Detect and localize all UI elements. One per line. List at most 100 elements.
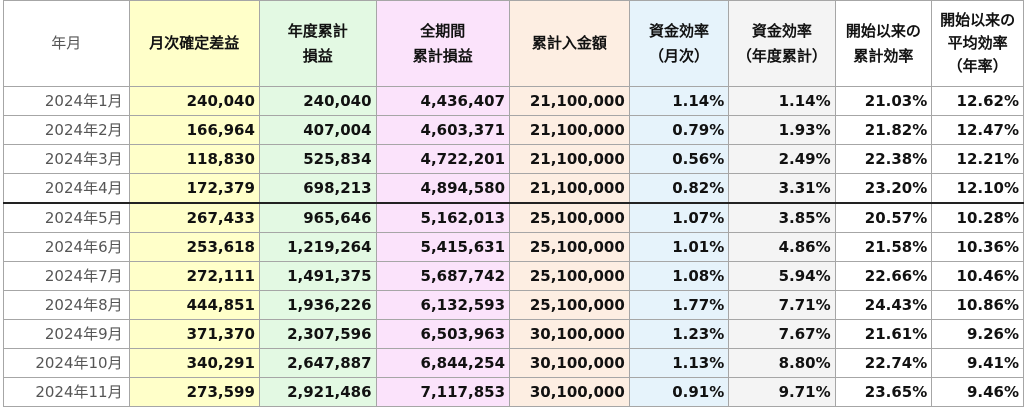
cell-avg-annual: 10.28%: [931, 202, 1024, 233]
cell-eff-cumulative: 23.20%: [834, 173, 933, 204]
cell-monthly: 371,370: [128, 319, 260, 349]
table-row: 2024年1月 240,040 240,040 4,436,407 21,100…: [3, 86, 1024, 116]
cell-deposit: 25,100,000: [509, 290, 630, 320]
header-eff-monthly: 資金効率 （月次）: [628, 0, 730, 87]
cell-eff-monthly: 0.79%: [628, 115, 730, 145]
cell-eff-cumulative: 20.57%: [834, 202, 933, 233]
header-ytd-line1: 年度累計: [287, 21, 348, 40]
cell-eff-cumulative: 21.58%: [834, 232, 933, 262]
cell-avg-annual: 12.47%: [931, 115, 1024, 145]
cell-deposit: 30,100,000: [509, 319, 630, 349]
cell-eff-ytd: 1.93%: [728, 115, 836, 145]
cell-deposit: 30,100,000: [509, 377, 630, 407]
cell-month: 2024年2月: [3, 115, 130, 145]
header-eff-cum-line2: 累計効率: [853, 46, 914, 65]
cell-month: 2024年3月: [3, 144, 130, 174]
header-month: 年月: [3, 0, 130, 87]
cell-total: 4,603,371: [375, 115, 511, 145]
cell-ytd: 1,936,226: [258, 290, 377, 320]
header-deposit: 累計入金額: [509, 0, 630, 87]
cell-eff-cumulative: 23.65%: [834, 377, 933, 407]
cell-eff-cumulative: 21.61%: [834, 319, 933, 349]
cell-total: 5,415,631: [375, 232, 511, 262]
cell-eff-monthly: 1.01%: [628, 232, 730, 262]
cell-month: 2024年10月: [3, 348, 130, 378]
cell-month: 2024年6月: [3, 232, 130, 262]
cell-ytd: 1,219,264: [258, 232, 377, 262]
cell-total: 4,436,407: [375, 86, 511, 116]
cell-monthly: 240,040: [128, 86, 260, 116]
cell-eff-monthly: 1.23%: [628, 319, 730, 349]
cell-deposit: 30,100,000: [509, 348, 630, 378]
cell-deposit: 21,100,000: [509, 86, 630, 116]
cell-monthly: 166,964: [128, 115, 260, 145]
cell-month: 2024年8月: [3, 290, 130, 320]
cell-ytd: 240,040: [258, 86, 377, 116]
cell-eff-cumulative: 24.43%: [834, 290, 933, 320]
header-row: 年月 月次確定差益 年度累計 損益 全期間 累計損益 累計入金額 資金効率 （月…: [3, 0, 1024, 87]
cell-deposit: 25,100,000: [509, 202, 630, 233]
cell-eff-ytd: 9.71%: [728, 377, 836, 407]
cell-total: 6,503,963: [375, 319, 511, 349]
cell-total: 6,844,254: [375, 348, 511, 378]
cell-eff-monthly: 1.13%: [628, 348, 730, 378]
cell-avg-annual: 9.41%: [931, 348, 1024, 378]
cell-month: 2024年1月: [3, 86, 130, 116]
cell-ytd: 407,004: [258, 115, 377, 145]
cell-eff-ytd: 4.86%: [728, 232, 836, 262]
header-ytd-profit: 年度累計 損益: [258, 0, 377, 87]
table-header: 年月 月次確定差益 年度累計 損益 全期間 累計損益 累計入金額 資金効率 （月…: [3, 0, 1024, 87]
cell-ytd: 965,646: [258, 202, 377, 233]
cell-eff-ytd: 5.94%: [728, 261, 836, 291]
cell-monthly: 118,830: [128, 144, 260, 174]
cell-total: 4,894,580: [375, 173, 511, 204]
cell-monthly: 172,379: [128, 173, 260, 204]
cell-monthly: 272,111: [128, 261, 260, 291]
cell-ytd: 698,213: [258, 173, 377, 204]
cell-monthly: 444,851: [128, 290, 260, 320]
header-avg-line1: 開始以来の: [940, 11, 1016, 29]
cell-total: 5,687,742: [375, 261, 511, 291]
cell-avg-annual: 10.36%: [931, 232, 1024, 262]
cell-ytd: 525,834: [258, 144, 377, 174]
cell-total: 4,722,201: [375, 144, 511, 174]
header-avg-line2: 平均効率: [947, 34, 1008, 52]
table-body: 2024年1月 240,040 240,040 4,436,407 21,100…: [3, 86, 1024, 407]
cell-eff-monthly: 0.91%: [628, 377, 730, 407]
cell-eff-ytd: 7.67%: [728, 319, 836, 349]
cell-eff-ytd: 2.49%: [728, 144, 836, 174]
cell-ytd: 2,921,486: [258, 377, 377, 407]
cell-deposit: 21,100,000: [509, 115, 630, 145]
profit-table: 年月 月次確定差益 年度累計 損益 全期間 累計損益 累計入金額 資金効率 （月…: [3, 0, 1024, 407]
cell-eff-ytd: 3.85%: [728, 202, 836, 233]
cell-monthly: 267,433: [128, 202, 260, 233]
header-total-line1: 全期間: [420, 21, 466, 40]
table-row: 2024年5月 267,433 965,646 5,162,013 25,100…: [3, 202, 1024, 233]
table-row: 2024年11月 273,599 2,921,486 7,117,853 30,…: [3, 377, 1024, 407]
table-row: 2024年6月 253,618 1,219,264 5,415,631 25,1…: [3, 232, 1024, 262]
cell-eff-ytd: 1.14%: [728, 86, 836, 116]
cell-eff-ytd: 8.80%: [728, 348, 836, 378]
cell-month: 2024年4月: [3, 173, 130, 204]
cell-eff-monthly: 0.56%: [628, 144, 730, 174]
cell-eff-cumulative: 21.03%: [834, 86, 933, 116]
cell-month: 2024年11月: [3, 377, 130, 407]
header-avg-line3: （年率）: [947, 57, 1008, 75]
cell-deposit: 25,100,000: [509, 232, 630, 262]
cell-ytd: 2,307,596: [258, 319, 377, 349]
cell-avg-annual: 9.26%: [931, 319, 1024, 349]
cell-month: 2024年5月: [3, 202, 130, 233]
table-row: 2024年8月 444,851 1,936,226 6,132,593 25,1…: [3, 290, 1024, 320]
cell-avg-annual: 12.62%: [931, 86, 1024, 116]
cell-month: 2024年9月: [3, 319, 130, 349]
cell-eff-ytd: 3.31%: [728, 173, 836, 204]
header-eff-cum-line1: 開始以来の: [845, 21, 921, 40]
cell-total: 5,162,013: [375, 202, 511, 233]
cell-eff-monthly: 1.07%: [628, 202, 730, 233]
cell-eff-cumulative: 22.66%: [834, 261, 933, 291]
cell-total: 7,117,853: [375, 377, 511, 407]
cell-deposit: 25,100,000: [509, 261, 630, 291]
cell-deposit: 21,100,000: [509, 173, 630, 204]
cell-avg-annual: 9.46%: [931, 377, 1024, 407]
cell-deposit: 21,100,000: [509, 144, 630, 174]
